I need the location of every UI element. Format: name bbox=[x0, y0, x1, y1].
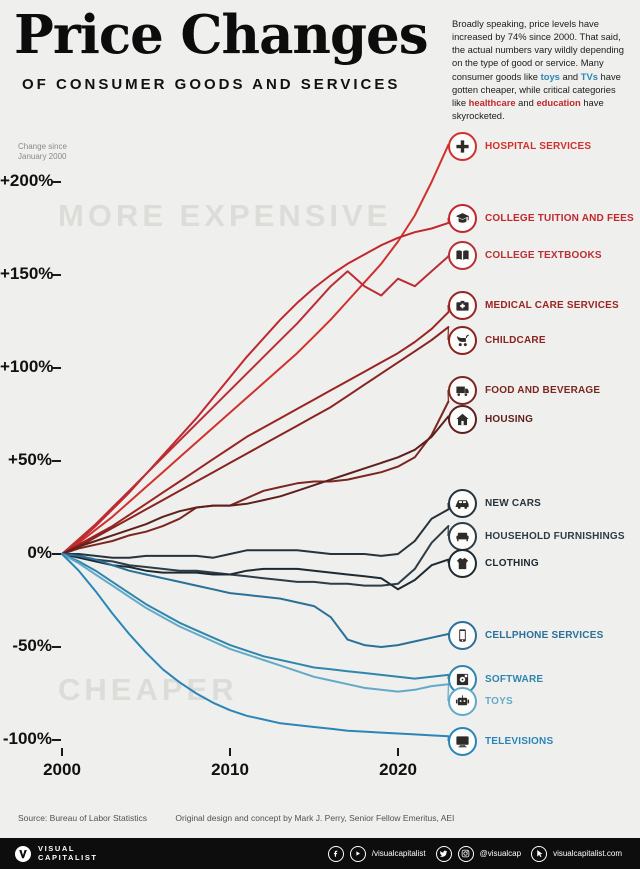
legend-label-food-and-beverage: FOOD AND BEVERAGE bbox=[485, 384, 601, 396]
y-tick-+50%: +50% bbox=[8, 450, 52, 469]
twitter-icon[interactable] bbox=[435, 845, 452, 862]
series-line-food-and-beverage bbox=[61, 400, 450, 555]
legend-label-hospital-services: HOSPITAL SERVICES bbox=[485, 140, 592, 152]
legend-item-housing: HOUSING bbox=[448, 404, 534, 434]
x-tick-2000: 2000 bbox=[43, 760, 81, 779]
legend-item-new-cars: NEW CARS bbox=[448, 488, 542, 518]
series-line-software bbox=[61, 553, 450, 680]
hospital-icon bbox=[448, 131, 477, 161]
series-line-televisions bbox=[61, 553, 450, 738]
y-tick--50%: -50% bbox=[12, 636, 52, 655]
book-icon bbox=[448, 240, 477, 270]
intro-highlight-blue: TVs bbox=[580, 70, 598, 82]
x-tick-2010: 2010 bbox=[211, 760, 249, 779]
medical-bag-icon bbox=[448, 290, 477, 320]
legend-label-toys: TOYS bbox=[485, 695, 513, 707]
legend-item-medical-care-services: MEDICAL CARE SERVICES bbox=[448, 290, 619, 320]
legend-label-new-cars: NEW CARS bbox=[485, 497, 542, 509]
series-line-toys bbox=[61, 553, 450, 693]
legend-item-food-and-beverage: FOOD AND BEVERAGE bbox=[448, 375, 601, 405]
couch-icon bbox=[448, 521, 477, 551]
legend-label-clothing: CLOTHING bbox=[485, 557, 539, 569]
legend-item-toys: TOYS bbox=[448, 686, 513, 716]
intro-text: have skyrocketed. bbox=[452, 96, 604, 122]
series-line-cellphone-services bbox=[61, 553, 450, 648]
series-line-college-tuition-and-fees bbox=[61, 221, 450, 555]
page-title: Price Changes bbox=[14, 4, 429, 66]
food-truck-icon bbox=[448, 375, 477, 405]
y-tick-+100%: +100% bbox=[0, 357, 54, 376]
legend-item-clothing: CLOTHING bbox=[448, 548, 539, 578]
cursor-icon[interactable] bbox=[531, 845, 548, 862]
intro-paragraph: Broadly speaking, price levels have incr… bbox=[452, 17, 632, 122]
legend-item-hospital-services: HOSPITAL SERVICES bbox=[448, 131, 592, 161]
axis-note: Change since January 2000 bbox=[18, 142, 67, 162]
social-handle-youtube[interactable]: /visualcapitalist bbox=[371, 849, 426, 858]
series-line-college-textbooks bbox=[61, 255, 450, 555]
legend-item-televisions: TELEVISIONS bbox=[448, 726, 554, 756]
legend-label-household-furnishings: HOUSEHOLD FURNISHINGS bbox=[485, 530, 625, 542]
graduation-cap-icon bbox=[448, 203, 477, 233]
legend-label-cellphone-services: CELLPHONE SERVICES bbox=[485, 629, 604, 641]
intro-text: Broadly speaking, price levels have incr… bbox=[452, 18, 624, 82]
series-line-childcare bbox=[61, 326, 450, 555]
source-text: Source: Bureau of Labor Statistics bbox=[18, 813, 147, 823]
social-handle-cursor[interactable]: visualcapitalist.com bbox=[553, 849, 622, 858]
house-icon bbox=[448, 404, 477, 434]
car-icon bbox=[448, 488, 477, 518]
y-tick-+200%: +200% bbox=[0, 171, 54, 190]
annotation-more-expensive: MORE EXPENSIVE bbox=[58, 198, 392, 233]
y-tick-0%: 0% bbox=[27, 543, 52, 562]
phone-icon bbox=[448, 620, 477, 650]
series-line-medical-care-services bbox=[61, 311, 450, 555]
legend-item-college-tuition-and-fees: COLLEGE TUITION AND FEES bbox=[448, 203, 634, 233]
logo-line-2: CAPITALIST bbox=[38, 852, 98, 862]
series-line-new-cars bbox=[61, 508, 450, 559]
legend-label-college-tuition-and-fees: COLLEGE TUITION AND FEES bbox=[485, 212, 634, 224]
annotation-cheaper: CHEAPER bbox=[58, 672, 238, 707]
page-subtitle: OF CONSUMER GOODS AND SERVICES bbox=[22, 76, 401, 93]
social-handle-instagram[interactable]: @visualcap bbox=[479, 849, 522, 858]
instagram-icon[interactable] bbox=[457, 845, 474, 862]
intro-highlight-blue: toys bbox=[540, 70, 560, 82]
legend-label-software: SOFTWARE bbox=[485, 673, 544, 685]
source-row: Source: Bureau of Labor Statistics Origi… bbox=[18, 813, 480, 823]
intro-text: and bbox=[559, 70, 581, 82]
legend-item-household-furnishings: HOUSEHOLD FURNISHINGS bbox=[448, 521, 625, 551]
credit-text: Original design and concept by Mark J. P… bbox=[175, 813, 455, 823]
social-links: /visualcapitalist @visualcap visualcapital… bbox=[327, 845, 626, 862]
x-tick-2020: 2020 bbox=[379, 760, 417, 779]
legend-item-childcare: CHILDCARE bbox=[448, 325, 546, 355]
legend-label-televisions: TELEVISIONS bbox=[485, 735, 554, 747]
series-line-housing bbox=[61, 415, 450, 555]
toy-icon bbox=[448, 686, 477, 716]
intro-highlight-red: healthcare bbox=[468, 96, 516, 108]
intro-text: and bbox=[515, 96, 537, 108]
y-tick--100%: -100% bbox=[2, 729, 52, 748]
y-tick-+150%: +150% bbox=[0, 264, 54, 283]
logo-line-1: VISUAL bbox=[38, 843, 76, 853]
legend-item-college-textbooks: COLLEGE TEXTBOOKS bbox=[448, 240, 602, 270]
tv-icon bbox=[448, 726, 477, 756]
legend-label-college-textbooks: COLLEGE TEXTBOOKS bbox=[485, 249, 602, 261]
intro-highlight-red: education bbox=[536, 96, 581, 108]
youtube-icon[interactable] bbox=[349, 845, 366, 862]
intro-text: have gotten cheaper, while critical cate… bbox=[452, 70, 621, 108]
legend-label-housing: HOUSING bbox=[485, 413, 534, 425]
series-line-household-furnishings bbox=[61, 525, 450, 587]
stroller-icon bbox=[448, 325, 477, 355]
legend-item-cellphone-services: CELLPHONE SERVICES bbox=[448, 620, 604, 650]
series-line-clothing bbox=[61, 553, 450, 591]
shirt-icon bbox=[448, 548, 477, 578]
visual-capitalist-logo-icon bbox=[15, 845, 31, 862]
facebook-icon[interactable] bbox=[327, 845, 344, 862]
legend-label-childcare: CHILDCARE bbox=[485, 334, 546, 346]
visual-capitalist-logo[interactable]: VISUAL CAPITALIST bbox=[14, 843, 98, 863]
legend-label-medical-care-services: MEDICAL CARE SERVICES bbox=[485, 299, 619, 311]
footer-bar: VISUAL CAPITALIST /visualcapitalist @visu… bbox=[0, 838, 640, 869]
